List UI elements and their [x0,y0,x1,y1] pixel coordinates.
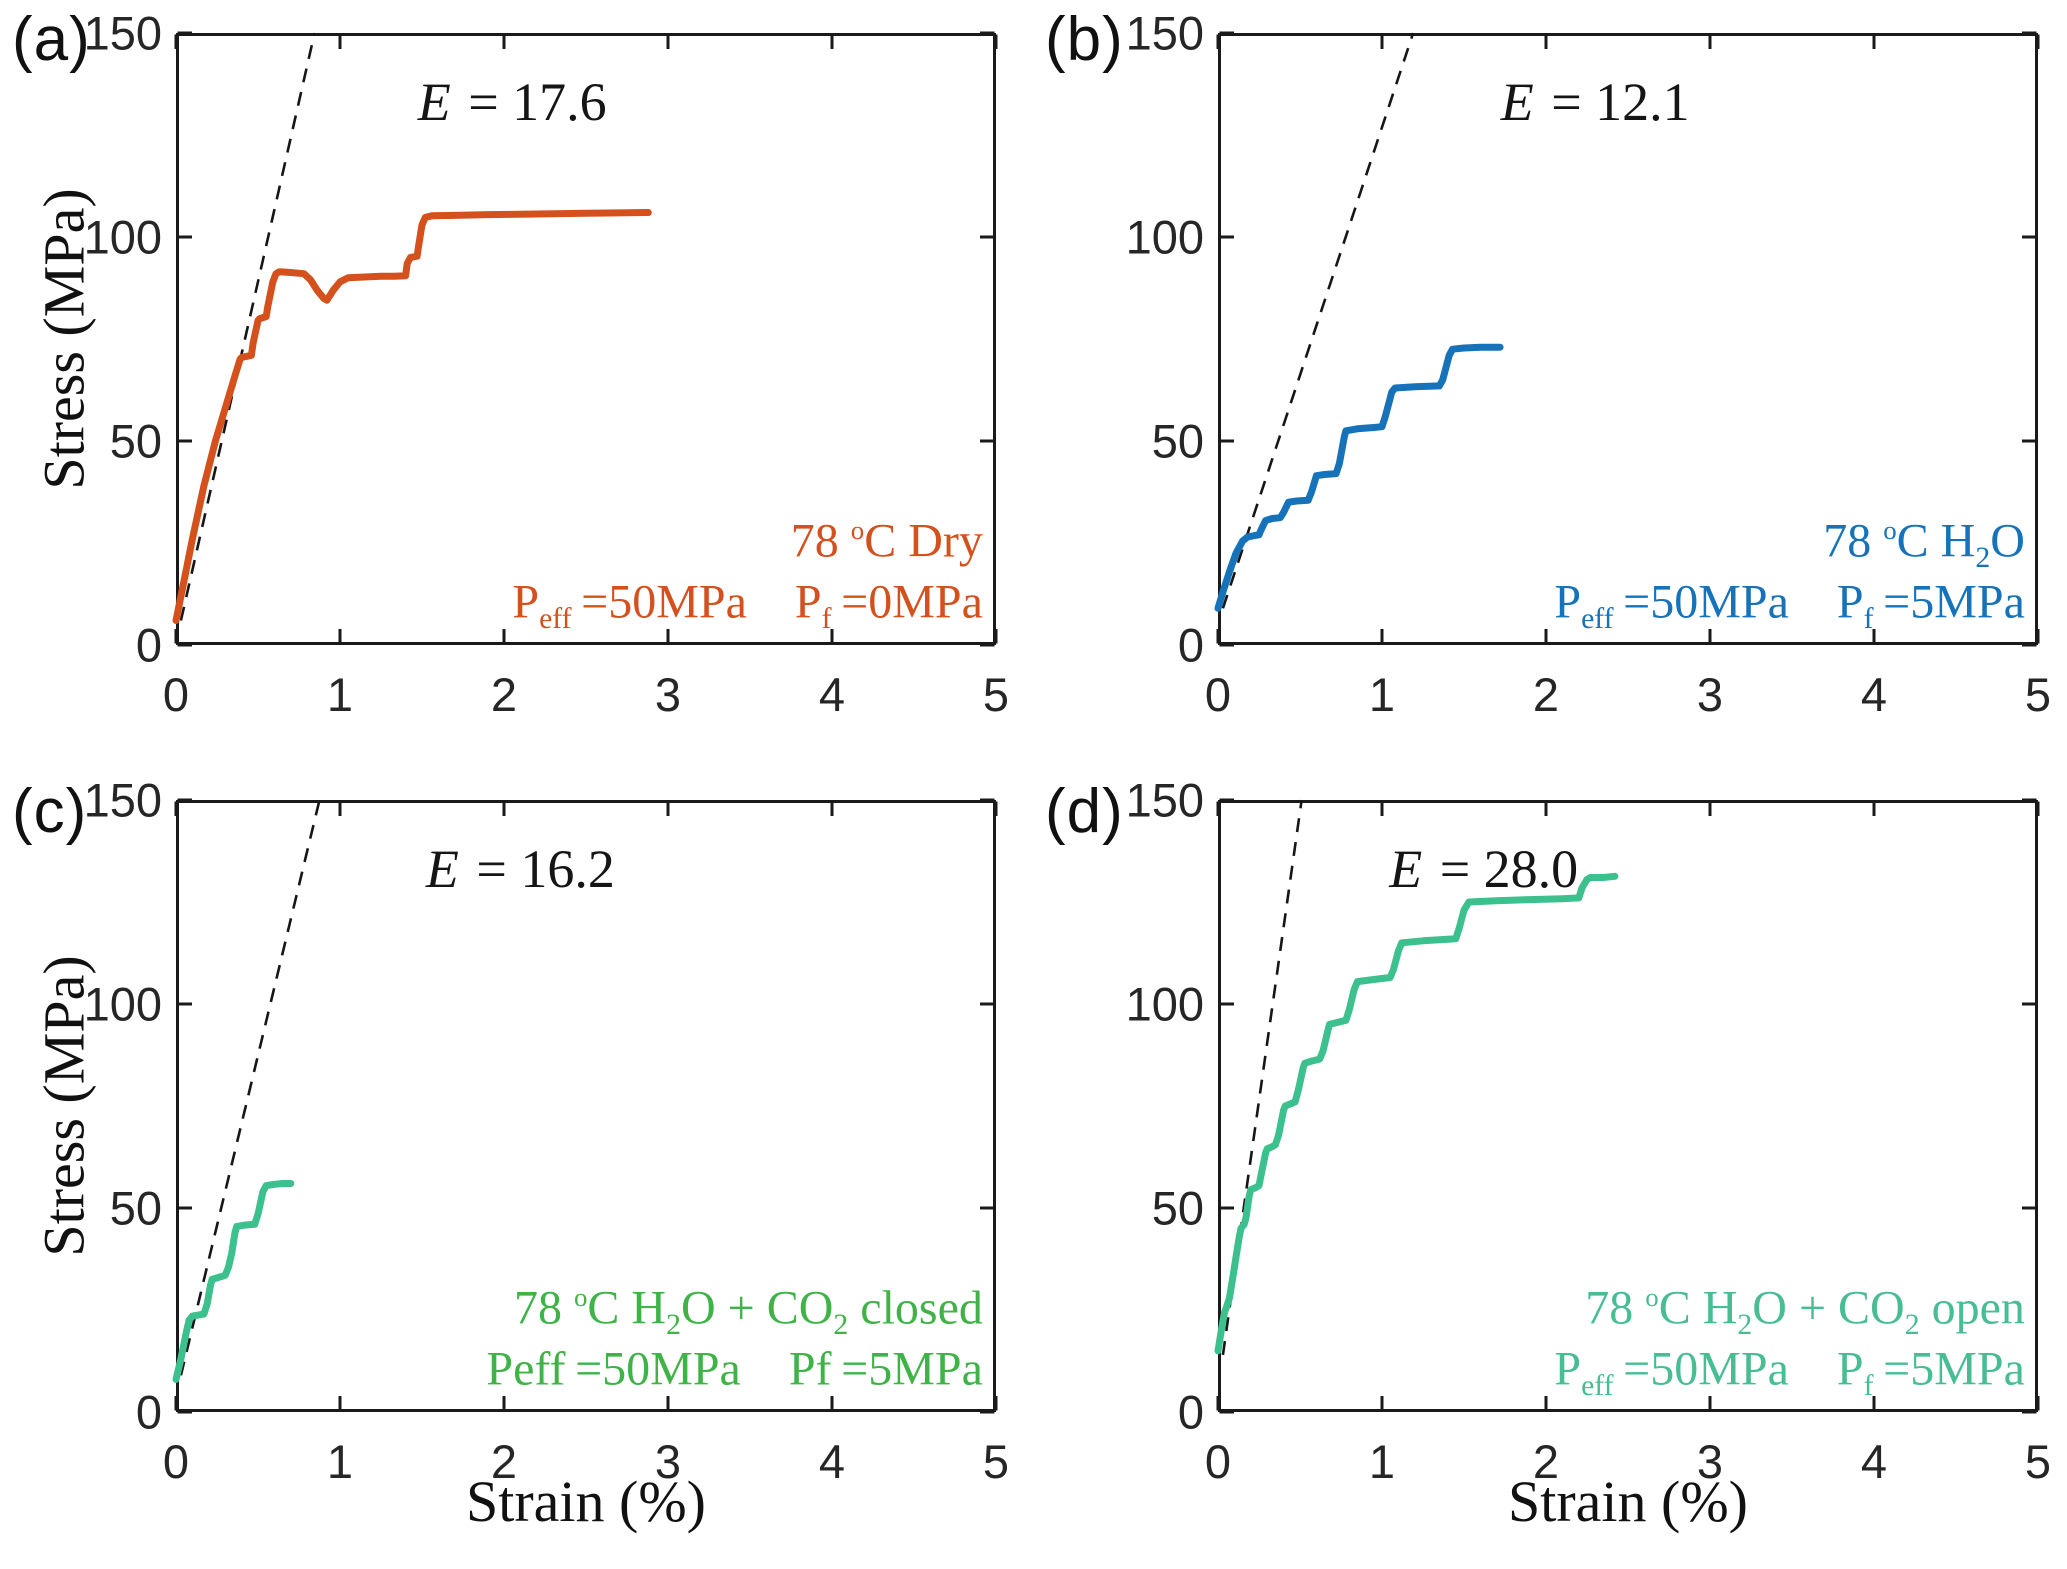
x-tick-label: 3 [1696,668,1724,721]
x-tick-label: 0 [162,1435,190,1488]
x-tick-label: 1 [1368,1435,1396,1488]
modulus-label: E = 16.2 [425,839,615,900]
y-tick-label: 100 [1125,210,1204,264]
x-tick-label: 4 [818,1435,846,1488]
x-tick-label: 5 [2024,1435,2052,1488]
modulus-label: E = 12.1 [1500,72,1690,133]
y-tick-label: 0 [1177,618,1204,672]
pressure-label: Peff =50MPa Pf =5MPa [1554,1342,2025,1403]
y-tick-label: 150 [83,773,162,827]
panel-d: (d) 0 50 100 150 0 1 2 3 4 5 E = 28.0 78 oC H2O + C… [1033,774,2067,1569]
stress-strain-curve [172,1180,295,1383]
axes-frame [176,33,996,645]
y-tick-label: 50 [1151,1181,1204,1235]
stress-strain-curve [1214,343,1504,612]
y-tick-label: 0 [1177,1385,1204,1439]
y-tick-label: 150 [1125,773,1204,827]
modulus-dashed-line [1221,799,1303,1356]
panel-letter-c: (c) [12,777,88,846]
x-tick-label: 0 [162,668,190,721]
axes-frame [176,800,996,1412]
y-tick-label: 100 [1125,977,1204,1031]
panel-letter-a: (a) [12,5,91,74]
panel-letter-d: (d) [1045,777,1124,846]
axes-frame [1218,33,2038,645]
x-tick-label: 1 [326,1435,354,1488]
modulus-dashed-line [179,799,321,1376]
stress-strain-curve [1214,872,1619,1355]
y-tick-label: 0 [135,1385,162,1439]
modulus-dashed-line [179,32,316,621]
pressure-label: Peff =50MPa Pf =5MPa [1554,575,2025,636]
y-tick-label: 0 [135,618,162,672]
x-tick-label: 3 [1696,1435,1724,1488]
x-tick-label: 2 [1532,668,1560,721]
stress-strain-curve [172,209,652,624]
plot-svg-d [1214,798,2040,1414]
y-tick-label: 100 [83,210,162,264]
x-tick-label: 0 [1204,1435,1232,1488]
x-tick-label: 1 [326,668,354,721]
y-tick-label: 50 [109,414,162,468]
condition-label: 78 oC H2O + CO2 closed [513,1281,983,1342]
y-tick-label: 50 [109,1181,162,1235]
pressure-label: Peff =50MPa Pf =5MPa [486,1342,983,1396]
x-tick-label: 3 [654,668,682,721]
plot-area-a: 0 50 100 150 0 1 2 3 4 5 E = 17.6 78 oC Dry Peff =50… [84,7,1009,722]
x-tick-label: 2 [1532,1435,1560,1488]
panel-letter-b: (b) [1045,5,1124,74]
modulus-label: E = 17.6 [417,72,607,133]
condition-label: 78 oC H2O + CO2 open [1585,1281,2025,1342]
y-tick-label: 150 [83,6,162,60]
condition-label: 78 oC H2O [1823,514,2025,575]
plot-svg-a [172,31,998,647]
x-tick-label: 3 [654,1435,682,1488]
plot-svg-b [1214,31,2040,647]
axes-frame [1218,800,2038,1412]
panel-b: (b) 0 50 100 150 0 1 2 3 4 5 E = 12.1 78 oC H2O Peff… [1033,0,2067,780]
plot-area-c: 0 50 100 150 0 1 2 3 4 5 E = 16.2 78 oC H2O + CO2 c… [84,774,1009,1489]
x-tick-label: 2 [490,668,518,721]
x-axis-label-c: Strain (%) [466,1469,706,1534]
modulus-label: E = 28.0 [1389,839,1579,900]
panel-a: (a) Stress (MPa) 0 50 100 150 0 1 2 3 4 5 E = 17.6… [0,0,1033,780]
x-tick-label: 5 [982,668,1010,721]
plot-svg-c [172,798,998,1414]
condition-label: 78 oC Dry [790,514,983,568]
x-tick-label: 1 [1368,668,1396,721]
y-tick-label: 100 [83,977,162,1031]
x-tick-label: 0 [1204,668,1232,721]
plot-area-b: 0 50 100 150 0 1 2 3 4 5 E = 12.1 78 oC H2O Peff =50… [1126,7,2051,722]
pressure-label: Peff =50MPa Pf =0MPa [512,575,983,636]
panel-c: (c) Stress (MPa) 0 50 100 150 0 1 2 3 4 5 E = 16.2… [0,774,1033,1569]
y-tick-label: 150 [1125,6,1204,60]
x-tick-label: 5 [982,1435,1010,1488]
x-axis-label-d: Strain (%) [1508,1469,1748,1534]
x-tick-label: 4 [1860,1435,1888,1488]
x-tick-label: 4 [818,668,846,721]
x-tick-label: 2 [490,1435,518,1488]
modulus-dashed-line [1221,32,1415,609]
y-tick-label: 50 [1151,414,1204,468]
x-tick-label: 4 [1860,668,1888,721]
x-tick-label: 5 [2024,668,2052,721]
plot-area-d: 0 50 100 150 0 1 2 3 4 5 E = 28.0 78 oC H2O + CO2 o… [1126,774,2051,1489]
